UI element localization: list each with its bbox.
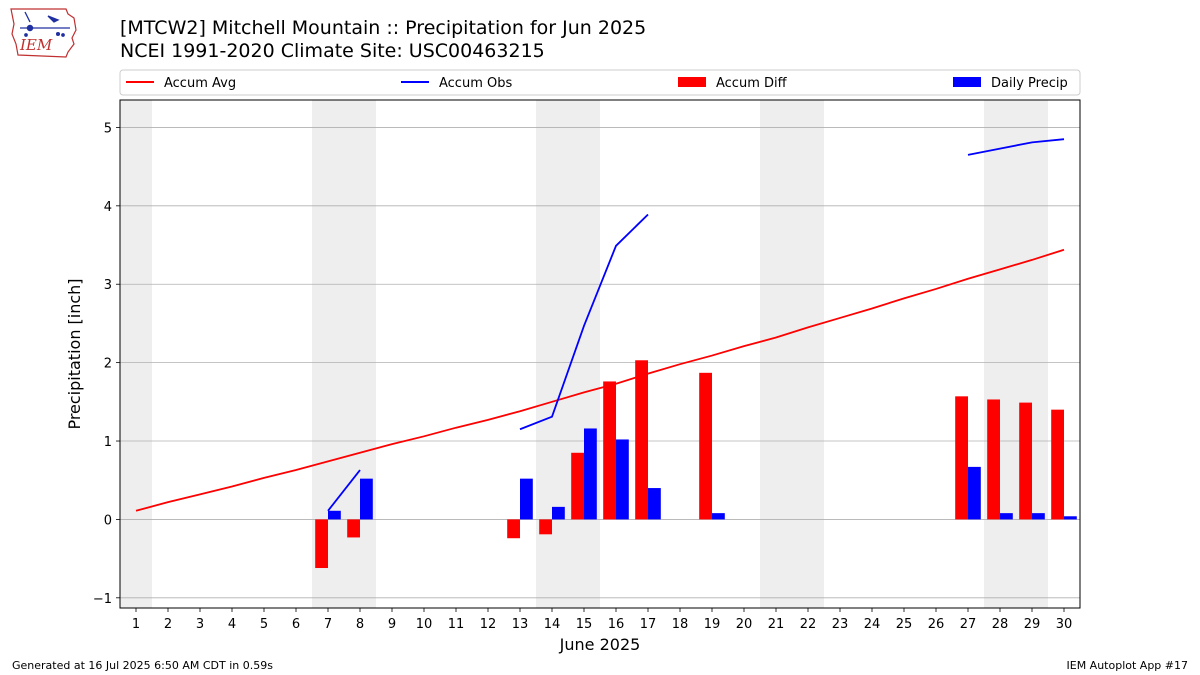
daily-precip-bar bbox=[1000, 513, 1013, 520]
daily-precip-bar bbox=[520, 478, 533, 520]
legend-accum-obs-label: Accum Obs bbox=[439, 76, 512, 91]
x-tick-label: 23 bbox=[832, 617, 849, 632]
accum-diff-bar bbox=[955, 396, 968, 520]
x-tick-label: 27 bbox=[960, 617, 977, 632]
x-tick-label: 22 bbox=[800, 617, 817, 632]
x-tick-label: 6 bbox=[292, 617, 300, 632]
daily-precip-bar bbox=[1032, 513, 1045, 520]
accum-diff-bar bbox=[699, 372, 712, 520]
legend-accum-diff-swatch bbox=[678, 77, 706, 87]
x-tick-label: 2 bbox=[164, 617, 172, 632]
daily-precip-bar bbox=[552, 506, 565, 520]
accum-diff-bar bbox=[987, 399, 1000, 520]
x-tick-label: 30 bbox=[1056, 617, 1073, 632]
weather-instrument-icon bbox=[20, 11, 70, 37]
x-tick-label: 13 bbox=[512, 617, 529, 632]
daily-precip-bar bbox=[584, 428, 597, 520]
chart-subtitle: NCEI 1991-2020 Climate Site: USC00463215 bbox=[120, 40, 545, 62]
weekend-shade bbox=[1016, 100, 1048, 608]
x-tick-label: 14 bbox=[544, 617, 561, 632]
y-tick-label: 5 bbox=[104, 121, 112, 136]
legend-daily-precip-swatch bbox=[953, 77, 981, 87]
daily-precip-bar bbox=[712, 513, 725, 520]
x-tick-label: 4 bbox=[228, 617, 236, 632]
x-tick-label: 8 bbox=[356, 617, 364, 632]
y-tick-label: 3 bbox=[104, 278, 112, 293]
x-tick-label: 9 bbox=[388, 617, 396, 632]
x-tick-label: 5 bbox=[260, 617, 268, 632]
daily-precip-bar bbox=[360, 478, 373, 520]
x-tick-label: 18 bbox=[672, 617, 689, 632]
accum-avg-line bbox=[135, 248, 1065, 512]
accum-diff-bar bbox=[571, 452, 584, 520]
autoplot-app-label: IEM Autoplot App #17 bbox=[1066, 659, 1189, 672]
weekend-shade bbox=[568, 100, 600, 608]
y-tick-label: 0 bbox=[104, 513, 112, 528]
x-tick-label: 3 bbox=[196, 617, 204, 632]
accum-diff-bar bbox=[539, 519, 552, 535]
legend-daily-precip-label: Daily Precip bbox=[991, 76, 1068, 91]
daily-precip-bar bbox=[968, 466, 981, 520]
y-tick-label: −1 bbox=[93, 592, 112, 607]
x-tick-label: 25 bbox=[896, 617, 913, 632]
weekend-shade bbox=[760, 100, 792, 608]
y-tick-label: 2 bbox=[104, 357, 112, 372]
x-tick-label: 24 bbox=[864, 617, 881, 632]
x-tick-label: 20 bbox=[736, 617, 753, 632]
weekend-shade bbox=[120, 100, 152, 608]
daily-precip-bar bbox=[328, 510, 341, 520]
x-axis-label: June 2025 bbox=[559, 635, 641, 654]
iem-logo-text: IEM bbox=[19, 36, 53, 54]
iem-logo: IEM bbox=[10, 8, 77, 58]
x-tick-label: 29 bbox=[1024, 617, 1041, 632]
daily-precip-bar bbox=[616, 439, 629, 520]
accum-diff-bar bbox=[1051, 409, 1064, 520]
accum-diff-bar bbox=[507, 519, 520, 539]
accum-diff-bar bbox=[1019, 402, 1032, 520]
accum-diff-bar bbox=[315, 519, 328, 569]
x-tick-label: 26 bbox=[928, 617, 945, 632]
y-tick-label: 4 bbox=[104, 200, 112, 215]
daily-precip-bar bbox=[648, 488, 661, 520]
accum-diff-bar bbox=[635, 360, 648, 520]
x-tick-label: 21 bbox=[768, 617, 785, 632]
generated-timestamp: Generated at 16 Jul 2025 6:50 AM CDT in … bbox=[12, 659, 273, 672]
legend-box bbox=[119, 69, 1081, 96]
x-tick-label: 7 bbox=[324, 617, 332, 632]
accum-obs-line bbox=[519, 213, 649, 431]
daily-precip-bar bbox=[1064, 516, 1077, 520]
accum-obs-line bbox=[967, 138, 1065, 156]
chart-title: [MTCW2] Mitchell Mountain :: Precipitati… bbox=[120, 17, 647, 39]
weekend-shade bbox=[984, 100, 1016, 608]
x-tick-label: 12 bbox=[480, 617, 497, 632]
y-tick-label: 1 bbox=[104, 435, 112, 450]
x-tick-label: 19 bbox=[704, 617, 721, 632]
plot-frame bbox=[119, 99, 1081, 609]
x-tick-label: 28 bbox=[992, 617, 1009, 632]
x-tick-label: 1 bbox=[132, 617, 140, 632]
x-tick-label: 16 bbox=[608, 617, 625, 632]
legend-accum-avg-label: Accum Avg bbox=[164, 76, 236, 91]
x-tick-label: 11 bbox=[448, 617, 465, 632]
x-tick-label: 10 bbox=[416, 617, 433, 632]
legend-accum-diff-label: Accum Diff bbox=[716, 76, 788, 91]
x-tick-label: 15 bbox=[576, 617, 593, 632]
accum-diff-bar bbox=[347, 519, 360, 538]
iowa-state-outline bbox=[10, 8, 77, 58]
y-axis-label: Precipitation [inch] bbox=[65, 278, 84, 429]
weekend-shade bbox=[792, 100, 824, 608]
x-tick-label: 17 bbox=[640, 617, 657, 632]
accum-obs-line bbox=[327, 469, 361, 512]
accum-diff-bar bbox=[603, 381, 616, 520]
